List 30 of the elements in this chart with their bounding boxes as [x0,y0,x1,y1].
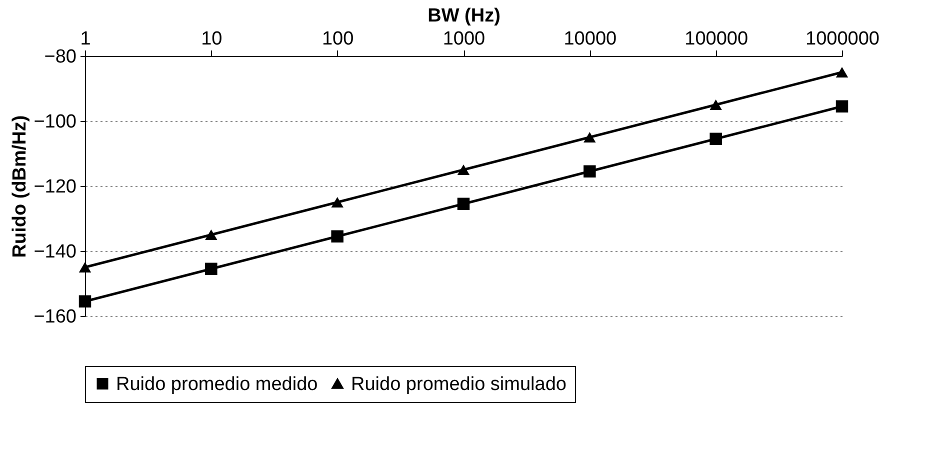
point [205,262,218,275]
point [457,198,470,210]
legend-label: Ruido promedio medido [116,374,318,395]
x-tick-label: 10000 [564,28,617,50]
y-tick-label: −140 [34,242,76,262]
y-tick-label: −160 [34,306,76,328]
x-tick-label: 1 [80,28,91,50]
point [836,66,848,78]
point [331,230,344,242]
point [710,132,722,145]
point [710,99,722,110]
y-axis-title: Ruido (dBm/Hz) [10,115,31,258]
x-tick-label: 1000 [442,28,486,50]
x-tick-label: 100 [322,28,354,50]
y-tick-label: −120 [34,176,76,198]
x-tick-label: 1000000 [806,28,880,50]
point [457,164,470,176]
x-axis-title: BW (Hz) [428,6,500,26]
y-tick-label: −80 [44,46,76,68]
point [584,132,596,143]
point [78,262,92,273]
point [331,196,344,208]
point [78,295,92,308]
x-tick-label: 100000 [684,28,748,50]
y-tick-label: −100 [34,112,76,132]
point [584,165,596,178]
point [205,229,218,240]
legend-label: Ruido promedio simulado [351,374,566,395]
x-tick-label: 10 [201,28,222,50]
point [836,100,848,112]
